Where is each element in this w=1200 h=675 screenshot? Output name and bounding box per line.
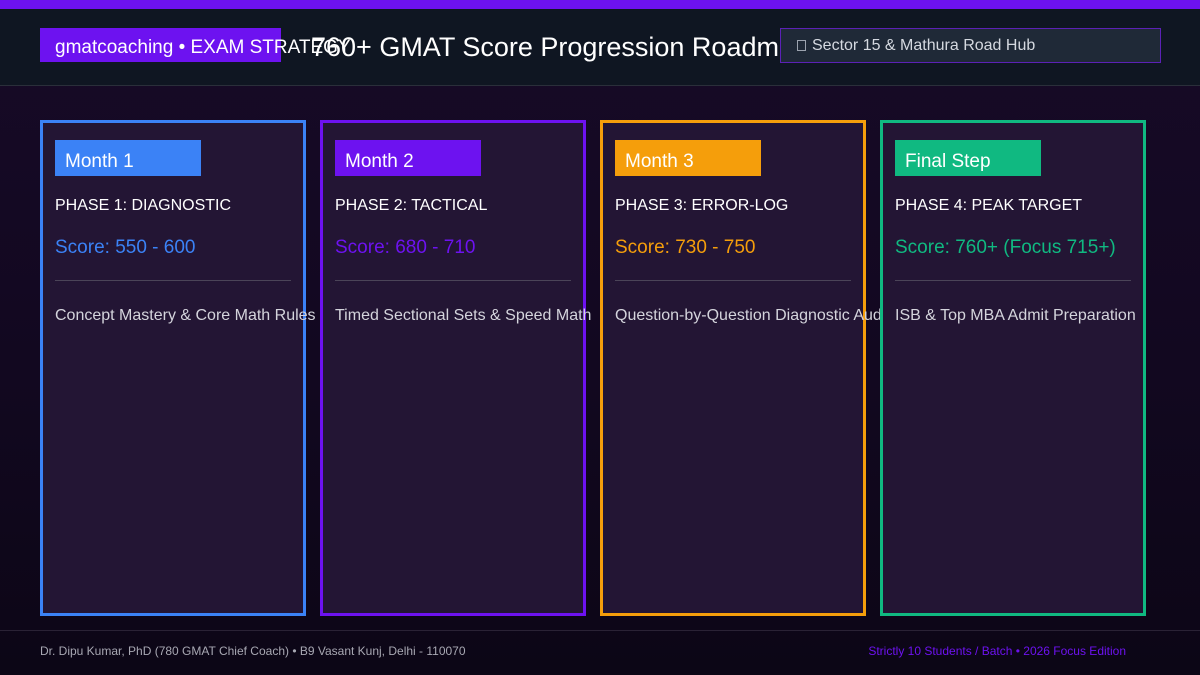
phase-card-1: Month 1 PHASE 1: DIAGNOSTIC Score: 550 -… (40, 120, 316, 616)
location-label: Sector 15 & Mathura Road Hub (812, 37, 1036, 54)
phase-card-4: Final Step PHASE 4: PEAK TARGET Score: 7… (880, 120, 1146, 616)
phase-focus: Concept Mastery & Core Math Rules (55, 307, 316, 324)
phase-score: Score: 760+ (Focus 715+) (895, 237, 1116, 258)
footer-batch-note: Strictly 10 Students / Batch • 2026 Focu… (868, 644, 1126, 658)
location-box: Sector 15 & Mathura Road Hub (780, 28, 1161, 63)
phase-divider (895, 280, 1131, 281)
phase-badge: Final Step (895, 140, 1041, 176)
phase-score: Score: 680 - 710 (335, 237, 476, 258)
phase-score: Score: 730 - 750 (615, 237, 756, 258)
phase-card-3: Month 3 PHASE 3: ERROR-LOG Score: 730 - … (600, 120, 881, 616)
phase-divider (615, 280, 851, 281)
phase-divider (55, 280, 291, 281)
phase-focus: ISB & Top MBA Admit Preparation (895, 307, 1136, 324)
phase-name: PHASE 3: ERROR-LOG (615, 197, 789, 214)
phase-name: PHASE 2: TACTICAL (335, 197, 488, 214)
phase-focus: Timed Sectional Sets & Speed Math (335, 307, 592, 324)
map-pin-icon (797, 40, 806, 51)
footer-bar: Dr. Dipu Kumar, PhD (780 GMAT Chief Coac… (0, 630, 1200, 675)
footer-credits: Dr. Dipu Kumar, PhD (780 GMAT Chief Coac… (40, 644, 466, 658)
phase-badge: Month 2 (335, 140, 481, 176)
phase-name: PHASE 4: PEAK TARGET (895, 197, 1083, 214)
phase-badge: Month 3 (615, 140, 761, 176)
phase-divider (335, 280, 571, 281)
phase-badge: Month 1 (55, 140, 201, 176)
phase-focus: Question-by-Question Diagnostic Audit (615, 307, 881, 324)
page-title: 760+ GMAT Score Progression Roadmap (311, 32, 809, 62)
brand-tag: gmatcoaching • EXAM STRATEGY (40, 28, 351, 62)
top-accent-strip (0, 0, 1200, 9)
phase-score: Score: 550 - 600 (55, 237, 196, 258)
phase-card-2: Month 2 PHASE 2: TACTICAL Score: 680 - 7… (320, 120, 591, 616)
header-bar: gmatcoaching • EXAM STRATEGY 760+ GMAT S… (0, 9, 1200, 86)
phase-name: PHASE 1: DIAGNOSTIC (55, 197, 232, 214)
